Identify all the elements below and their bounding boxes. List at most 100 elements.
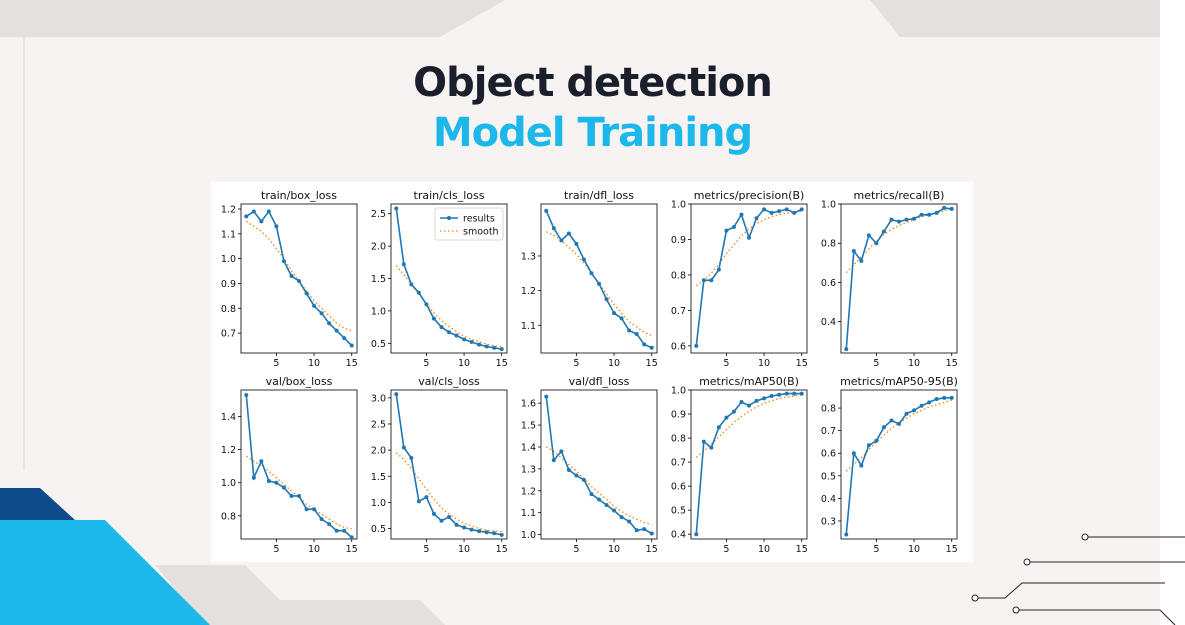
results-point [431, 316, 436, 321]
results-point [469, 527, 474, 532]
y-tick-label: 1.0 [221, 478, 236, 489]
x-tick-label: 5 [423, 358, 429, 369]
chart-train-box-loss: train/box_loss 5 10 15 0.7 0.8 0.9 1.0 1.1 1.2 [221, 189, 358, 369]
results-point [777, 209, 782, 214]
x-tick-label: 15 [646, 544, 658, 555]
x-tick-label: 5 [423, 544, 429, 555]
results-point [874, 241, 879, 246]
results-point [799, 391, 804, 396]
results-point [334, 328, 339, 333]
results-point [447, 515, 451, 520]
results-point [889, 217, 894, 222]
chart-title: metrics/precision(B) [694, 189, 805, 202]
results-point [927, 400, 932, 405]
results-point [484, 530, 489, 535]
results-point [312, 303, 317, 308]
results-point [492, 345, 497, 350]
y-tick-label: 1.4 [221, 412, 236, 423]
results-point [274, 480, 279, 485]
results-point [319, 517, 324, 522]
training-results-panel: train/box_loss 5 10 15 0.7 0.8 0.9 1.0 1.1 1.2 tra… [211, 182, 973, 562]
x-tick-label: 10 [908, 544, 920, 555]
results-point [334, 528, 339, 533]
results-point [462, 525, 467, 530]
results-point [649, 345, 654, 350]
y-tick-label: 1.2 [221, 204, 236, 215]
results-point [754, 398, 759, 403]
results-point [949, 395, 954, 400]
results-point [589, 271, 594, 276]
x-tick-label: 15 [496, 358, 508, 369]
y-tick-label: 2.0 [371, 446, 386, 457]
results-point [866, 443, 871, 448]
y-tick-label: 0.4 [821, 317, 836, 328]
results-point [266, 209, 271, 214]
results-point [612, 508, 617, 513]
y-tick-label: 0.3 [821, 516, 836, 527]
page-subtitle: Model Training [432, 110, 753, 156]
results-point [289, 493, 294, 498]
results-point [942, 205, 947, 210]
y-tick-label: 1.5 [371, 472, 386, 483]
dark-blue-shape [0, 488, 75, 520]
results-point [942, 395, 947, 400]
smooth-series-line [695, 210, 802, 287]
x-tick-label: 10 [758, 544, 770, 555]
x-tick-label: 15 [946, 544, 958, 555]
results-point [544, 394, 549, 399]
chart-metrics-map50-95-b-: metrics/mAP50-95(B) 5 10 15 0.3 0.4 0.5 0.6 0.7 0… [821, 375, 958, 555]
y-tick-label: 1.1 [521, 321, 536, 332]
smooth-series-line [546, 231, 652, 337]
results-point [912, 216, 917, 221]
results-point [716, 425, 721, 430]
results-point [462, 337, 467, 342]
results-point [477, 342, 482, 347]
smooth-series-line [395, 452, 502, 533]
results-point [642, 527, 647, 532]
x-tick-label: 15 [346, 358, 358, 369]
results-point [244, 214, 249, 219]
results-point [701, 278, 706, 283]
results-point [897, 219, 901, 224]
chart-metrics-map50-b-: metrics/mAP50(B) 5 10 15 0.4 0.5 0.6 0.7 0.8 0.9 1… [671, 375, 808, 555]
plot-frame [690, 203, 808, 354]
results-point [716, 267, 721, 272]
results-point [784, 391, 789, 396]
y-tick-label: 1.2 [221, 445, 236, 456]
results-point [274, 224, 279, 229]
results-point [739, 212, 744, 217]
results-point [912, 408, 917, 413]
x-tick-label: 10 [608, 358, 620, 369]
results-point [574, 241, 579, 246]
results-point [259, 219, 264, 224]
results-point [777, 392, 782, 397]
results-point [439, 518, 444, 523]
legend-results-label: results [463, 214, 495, 225]
results-point [709, 278, 714, 283]
results-point [859, 463, 864, 468]
results-point [769, 394, 774, 399]
results-point [469, 339, 474, 344]
results-point [799, 207, 804, 212]
y-tick-label: 1.0 [371, 498, 386, 509]
x-tick-label: 5 [273, 358, 279, 369]
x-tick-label: 5 [723, 544, 729, 555]
results-point [597, 281, 601, 286]
y-tick-label: 1.3 [521, 251, 536, 262]
results-point [627, 519, 632, 524]
x-tick-label: 15 [346, 544, 358, 555]
results-point [731, 225, 736, 230]
x-tick-label: 15 [646, 358, 658, 369]
legend-box [434, 207, 504, 241]
y-tick-label: 0.8 [671, 270, 686, 281]
results-point [312, 507, 317, 512]
y-tick-label: 2.5 [371, 419, 386, 430]
results-point [349, 343, 354, 348]
results-point [934, 210, 939, 215]
chart-val-cls-loss: val/cls_loss 5 10 15 0.5 1.0 1.5 2.0 2.5 3.0 [371, 375, 508, 555]
y-tick-label: 0.5 [371, 339, 386, 350]
results-point [634, 331, 639, 336]
results-point [492, 531, 497, 536]
x-tick-label: 5 [273, 544, 279, 555]
